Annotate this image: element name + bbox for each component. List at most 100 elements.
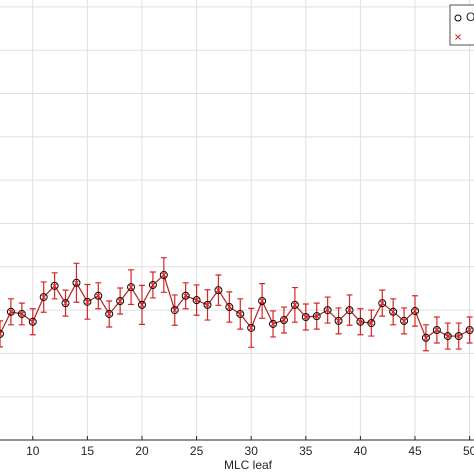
marker xyxy=(28,317,37,326)
marker xyxy=(0,329,4,338)
cross-marker xyxy=(128,284,134,290)
cross-marker xyxy=(215,287,222,294)
cross-marker xyxy=(226,304,233,310)
marker xyxy=(181,291,190,300)
cross-marker xyxy=(160,272,167,278)
x-tick-label: 15 xyxy=(81,444,95,458)
marker xyxy=(323,306,332,315)
cross-marker xyxy=(106,311,113,317)
marker xyxy=(301,313,310,322)
cross-marker xyxy=(193,297,200,303)
marker xyxy=(345,306,354,315)
x-tick-label: 50 xyxy=(463,444,474,458)
marker xyxy=(39,293,48,302)
cross-marker xyxy=(324,307,331,313)
marker xyxy=(312,312,321,321)
marker xyxy=(290,300,299,309)
cross-marker xyxy=(270,321,276,327)
cross-marker xyxy=(444,333,451,339)
marker xyxy=(105,309,114,318)
x-tick-label: 30 xyxy=(245,444,259,458)
cross-marker xyxy=(379,300,386,307)
legend-cross xyxy=(455,34,461,40)
legend-label: O xyxy=(466,10,474,24)
cross-marker xyxy=(73,279,80,286)
cross-marker xyxy=(390,308,397,315)
marker xyxy=(334,316,343,325)
x-tick-label: 20 xyxy=(135,444,149,458)
x-tick-label: 10 xyxy=(26,444,40,458)
series-line xyxy=(0,273,470,339)
cross-marker xyxy=(182,292,189,299)
legend-marker xyxy=(454,14,462,22)
marker xyxy=(421,333,430,342)
marker xyxy=(137,300,146,309)
marker xyxy=(50,281,59,290)
cross-marker xyxy=(346,307,353,313)
cross-marker xyxy=(434,327,440,333)
marker xyxy=(247,323,256,332)
x-tick-label: 40 xyxy=(354,444,368,458)
marker xyxy=(225,303,234,312)
marker xyxy=(411,306,420,315)
marker xyxy=(378,299,387,308)
cross-marker xyxy=(62,300,69,307)
x-tick-label: 45 xyxy=(408,444,422,458)
marker xyxy=(6,307,15,316)
marker xyxy=(72,278,81,287)
cross-marker xyxy=(302,314,309,320)
marker xyxy=(389,307,398,316)
cross-marker xyxy=(84,298,91,305)
marker xyxy=(367,319,376,328)
cross-marker xyxy=(95,292,102,299)
cross-marker xyxy=(412,308,418,314)
cross-marker xyxy=(401,318,407,324)
cross-marker xyxy=(248,324,255,331)
marker xyxy=(17,309,26,318)
cross-marker xyxy=(139,302,145,308)
x-tick-label: 35 xyxy=(299,444,313,458)
cross-marker xyxy=(29,318,36,325)
marker xyxy=(116,296,125,305)
cross-marker xyxy=(51,282,58,289)
cross-marker xyxy=(171,307,178,313)
marker xyxy=(269,319,278,328)
marker xyxy=(61,299,70,308)
cross-marker xyxy=(368,320,375,326)
cross-marker xyxy=(8,308,14,315)
marker xyxy=(465,326,474,334)
cross-marker xyxy=(455,333,462,339)
cross-marker xyxy=(117,298,123,304)
marker xyxy=(454,332,463,341)
marker xyxy=(203,300,212,309)
cross-marker xyxy=(466,327,473,333)
cross-marker xyxy=(357,318,364,325)
cross-marker xyxy=(0,331,3,337)
cross-marker xyxy=(237,311,244,317)
marker xyxy=(236,309,245,318)
marker xyxy=(279,316,288,325)
cross-marker xyxy=(18,311,25,317)
marker xyxy=(94,291,103,300)
cross-marker xyxy=(335,318,342,324)
marker xyxy=(214,286,223,295)
marker xyxy=(432,326,441,334)
cross-marker xyxy=(259,298,265,304)
cross-marker xyxy=(204,302,211,308)
cross-marker xyxy=(292,302,298,308)
marker xyxy=(356,317,365,326)
marker xyxy=(192,296,201,305)
error-bar xyxy=(0,320,3,348)
x-axis-label: MLC leaf xyxy=(224,458,273,472)
x-tick-label: 25 xyxy=(190,444,204,458)
marker xyxy=(400,316,409,325)
marker xyxy=(127,283,136,292)
cross-marker xyxy=(281,317,287,323)
cross-marker xyxy=(40,294,47,300)
cross-marker xyxy=(423,334,429,341)
legend-box xyxy=(449,4,474,46)
marker xyxy=(258,296,267,305)
marker xyxy=(159,271,168,279)
cross-marker xyxy=(313,313,320,319)
